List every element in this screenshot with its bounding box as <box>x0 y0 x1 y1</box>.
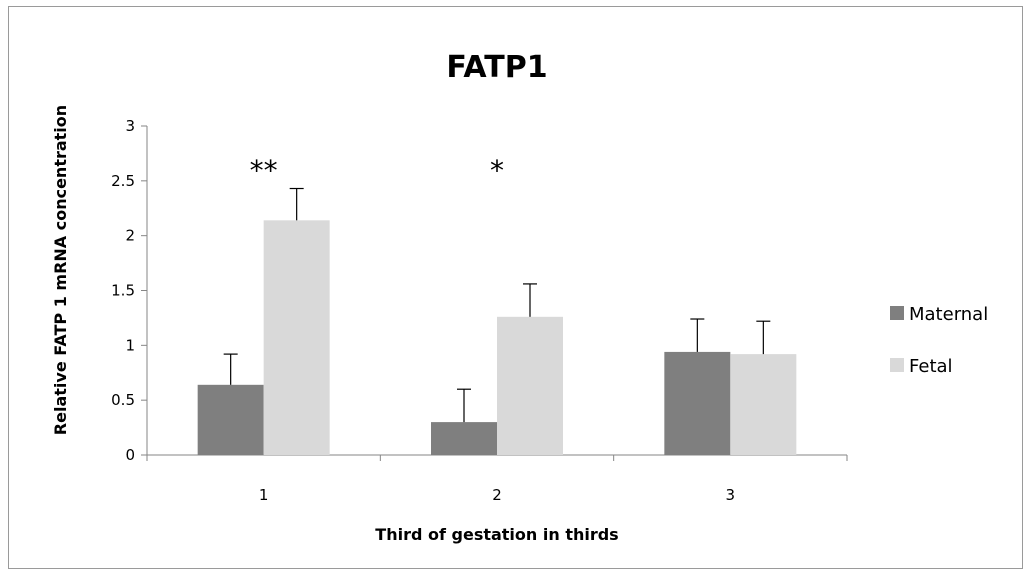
x-axis-label: Third of gestation in thirds <box>375 525 618 544</box>
bar-maternal <box>431 422 497 455</box>
plot-area: 00.511.522.531 2 3** * <box>111 117 848 504</box>
legend-swatch-fetal <box>890 358 904 372</box>
y-tick-label: 3 <box>125 117 135 135</box>
bar-fetal <box>263 220 330 455</box>
x-tick-label: 2 <box>492 486 502 504</box>
chart-frame <box>8 6 1023 569</box>
y-tick-label: 0 <box>125 446 135 464</box>
significance-marker: * <box>490 154 504 187</box>
x-tick-label: 3 <box>726 486 736 504</box>
y-axis-label: Relative FATP 1 mRNA concentration <box>51 105 70 435</box>
bar-maternal <box>664 351 731 455</box>
bar-maternal <box>197 384 264 455</box>
legend-label-fetal: Fetal <box>909 356 953 377</box>
legend-label-maternal: Maternal <box>909 304 988 325</box>
x-tick-label: 1 <box>259 486 269 504</box>
chart-title: FATP1 <box>446 50 547 85</box>
legend-swatch-maternal <box>890 306 904 320</box>
y-tick-label: 0.5 <box>111 391 135 409</box>
y-tick-label: 2.5 <box>111 172 135 190</box>
significance-marker: ** <box>250 154 278 187</box>
bar-fetal <box>497 316 563 455</box>
y-tick-label: 2 <box>125 227 135 245</box>
y-tick-label: 1.5 <box>111 282 135 300</box>
bar-fetal <box>730 354 797 455</box>
legend: Maternal Fetal <box>890 304 988 377</box>
y-tick-label: 1 <box>125 336 135 354</box>
